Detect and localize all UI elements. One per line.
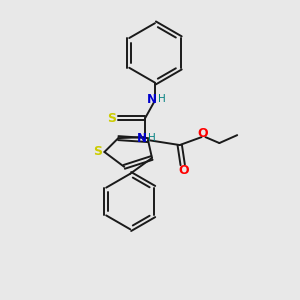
Text: H: H	[148, 133, 156, 143]
Text: N: N	[147, 93, 157, 106]
Text: O: O	[178, 164, 189, 177]
Text: N: N	[137, 132, 147, 145]
Text: H: H	[158, 94, 166, 104]
Text: O: O	[197, 127, 208, 140]
Text: S: S	[93, 146, 102, 158]
Text: S: S	[107, 112, 116, 125]
